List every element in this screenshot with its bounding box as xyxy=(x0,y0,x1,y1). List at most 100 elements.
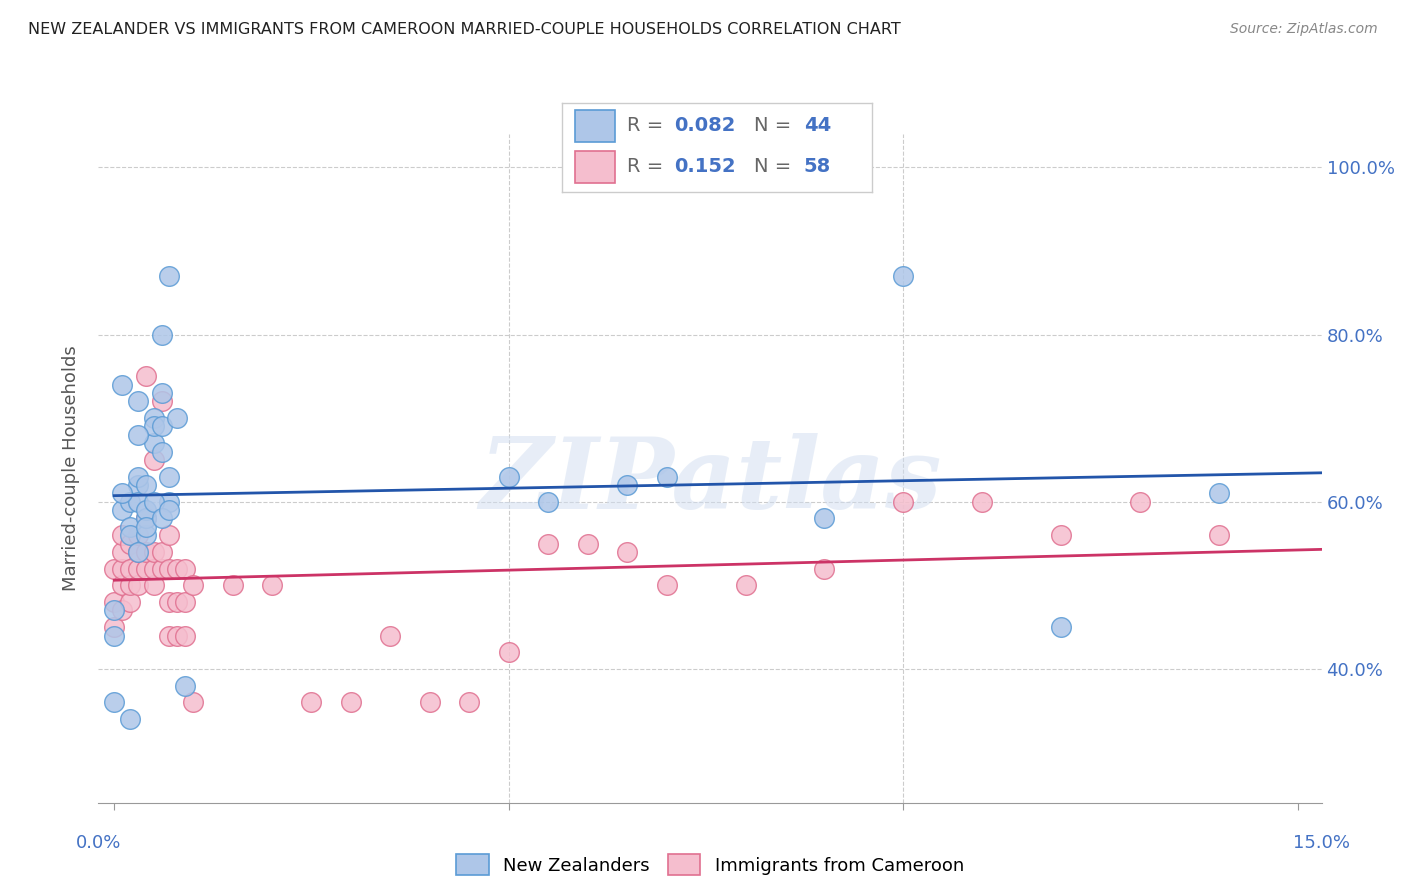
Point xyxy=(103,562,125,576)
Point xyxy=(127,528,149,542)
Point xyxy=(159,494,181,508)
Point xyxy=(174,562,197,576)
Point xyxy=(142,453,165,467)
Text: 15.0%: 15.0% xyxy=(1294,834,1350,852)
Point xyxy=(159,528,181,542)
Point xyxy=(111,603,134,617)
Text: 58: 58 xyxy=(804,157,831,177)
Point xyxy=(734,578,756,592)
Point xyxy=(142,419,165,434)
FancyBboxPatch shape xyxy=(575,110,614,142)
Point xyxy=(537,536,560,550)
Point xyxy=(893,494,915,508)
Point xyxy=(135,503,157,517)
Point xyxy=(166,411,188,425)
Point xyxy=(118,494,141,508)
Point xyxy=(159,469,181,483)
Point xyxy=(150,327,173,342)
Point xyxy=(150,545,173,559)
Point xyxy=(127,562,149,576)
Point xyxy=(118,536,141,550)
Point xyxy=(142,562,165,576)
Point xyxy=(166,562,188,576)
Point xyxy=(616,478,638,492)
Point xyxy=(103,696,125,710)
Point xyxy=(127,427,149,442)
Text: ZIPatlas: ZIPatlas xyxy=(479,434,941,530)
Point xyxy=(150,386,173,401)
Point xyxy=(135,528,157,542)
Point xyxy=(118,520,141,534)
Point xyxy=(142,578,165,592)
Point xyxy=(135,511,157,525)
Point xyxy=(142,436,165,450)
Point xyxy=(1050,620,1073,634)
Point xyxy=(103,620,125,634)
Point xyxy=(142,411,165,425)
Point xyxy=(221,578,243,592)
Point xyxy=(111,528,134,542)
Point xyxy=(576,536,599,550)
Point xyxy=(118,578,141,592)
Point xyxy=(127,545,149,559)
Legend: New Zealanders, Immigrants from Cameroon: New Zealanders, Immigrants from Cameroon xyxy=(447,846,973,884)
Point xyxy=(181,578,204,592)
Point xyxy=(340,696,363,710)
Point xyxy=(118,595,141,609)
Point xyxy=(111,578,134,592)
Point xyxy=(103,595,125,609)
Point xyxy=(1050,528,1073,542)
Point xyxy=(498,469,520,483)
Point xyxy=(458,696,481,710)
Text: NEW ZEALANDER VS IMMIGRANTS FROM CAMEROON MARRIED-COUPLE HOUSEHOLDS CORRELATION : NEW ZEALANDER VS IMMIGRANTS FROM CAMEROO… xyxy=(28,22,901,37)
Point xyxy=(103,628,125,642)
Point xyxy=(301,696,323,710)
Point xyxy=(537,494,560,508)
Point xyxy=(150,394,173,409)
Point xyxy=(127,394,149,409)
Text: 0.082: 0.082 xyxy=(673,116,735,136)
Point xyxy=(181,696,204,710)
Point xyxy=(135,369,157,384)
Point xyxy=(127,478,149,492)
Point xyxy=(111,545,134,559)
Point xyxy=(111,503,134,517)
Point xyxy=(174,679,197,693)
Text: Source: ZipAtlas.com: Source: ZipAtlas.com xyxy=(1230,22,1378,37)
Point xyxy=(616,545,638,559)
Point xyxy=(111,377,134,392)
Point xyxy=(111,486,134,500)
Text: 44: 44 xyxy=(804,116,831,136)
Text: N =: N = xyxy=(754,157,797,177)
Point xyxy=(142,494,165,508)
Point xyxy=(159,595,181,609)
Point xyxy=(135,562,157,576)
Point xyxy=(260,578,283,592)
Point xyxy=(127,469,149,483)
Point xyxy=(159,628,181,642)
Point xyxy=(655,578,678,592)
Point xyxy=(1129,494,1152,508)
Point xyxy=(142,545,165,559)
Point xyxy=(1208,528,1230,542)
Point xyxy=(135,478,157,492)
Text: R =: R = xyxy=(627,157,669,177)
Point xyxy=(498,645,520,659)
Point xyxy=(150,419,173,434)
Point xyxy=(127,545,149,559)
Point xyxy=(380,628,402,642)
Point xyxy=(813,511,835,525)
Point xyxy=(159,562,181,576)
Point xyxy=(150,562,173,576)
FancyBboxPatch shape xyxy=(575,151,614,183)
Point xyxy=(655,469,678,483)
Point xyxy=(111,562,134,576)
Point xyxy=(127,578,149,592)
Point xyxy=(1208,486,1230,500)
Text: N =: N = xyxy=(754,116,797,136)
Y-axis label: Married-couple Households: Married-couple Households xyxy=(62,345,80,591)
Point xyxy=(127,494,149,508)
Point xyxy=(893,268,915,283)
Point xyxy=(150,444,173,458)
Point xyxy=(135,511,157,525)
